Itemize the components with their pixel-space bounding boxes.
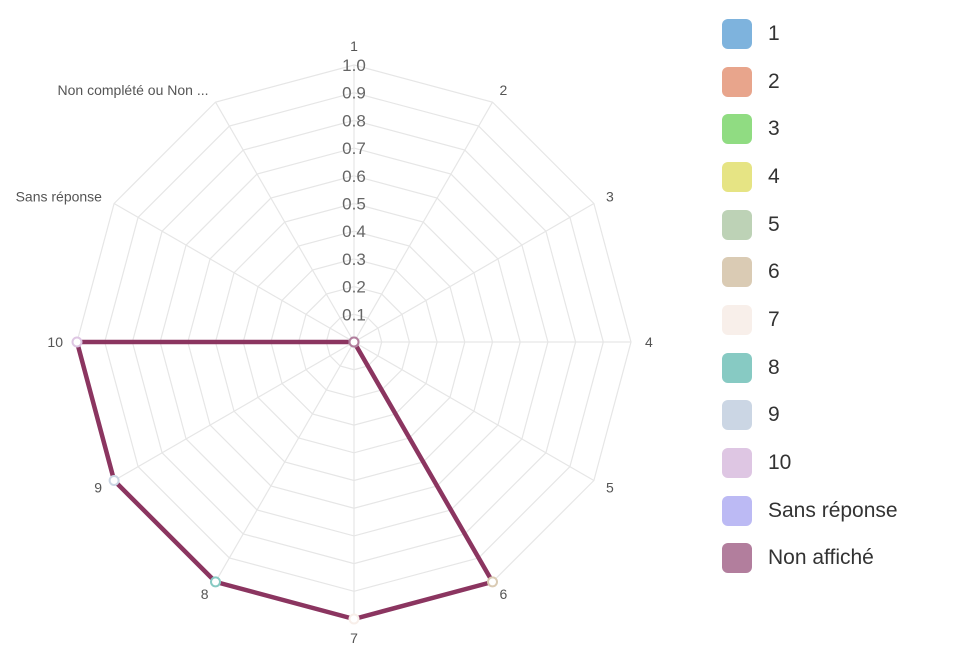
axis-label: 4 <box>645 334 653 350</box>
legend-swatch <box>722 162 752 192</box>
radar-chart: 0.1 0.2 0.3 0.4 0.5 0.6 0.7 0.8 0.9 1.0 1 2 3 4 5 6 7 8 9… <box>0 0 700 656</box>
legend-item[interactable]: 2 <box>722 58 952 106</box>
radial-tick-label: 0.6 <box>342 167 366 186</box>
radial-tick-label: 0.1 <box>342 305 366 324</box>
radial-tick-label: 1.0 <box>342 56 366 75</box>
legend-item[interactable]: 1 <box>722 10 952 58</box>
legend-swatch <box>722 400 752 430</box>
axis-label: 9 <box>94 480 102 496</box>
legend-item[interactable]: 7 <box>722 296 952 344</box>
legend-label: 9 <box>768 403 780 427</box>
radial-tick-label: 0.7 <box>342 139 366 158</box>
axis-label: 8 <box>201 586 209 602</box>
legend-label: 2 <box>768 70 780 94</box>
grid-spoke <box>354 102 493 342</box>
legend-swatch <box>722 496 752 526</box>
legend-swatch <box>722 543 752 573</box>
legend-item[interactable]: 8 <box>722 344 952 392</box>
legend-swatch <box>722 448 752 478</box>
grid-spoke <box>216 342 355 582</box>
axis-label: 2 <box>500 82 508 98</box>
radial-tick-label: 0.2 <box>342 278 366 297</box>
series-layer <box>77 342 493 619</box>
axis-label: Sans réponse <box>16 189 103 205</box>
series-line <box>77 342 493 619</box>
legend-label: 6 <box>768 260 780 284</box>
legend-label: 4 <box>768 165 780 189</box>
axis-label: Non complété ou Non ... <box>58 82 209 98</box>
legend-swatch <box>722 210 752 240</box>
data-point[interactable] <box>488 577 497 586</box>
grid-spoke <box>354 204 594 343</box>
legend-swatch <box>722 114 752 144</box>
legend-item[interactable]: 10 <box>722 439 952 487</box>
radial-tick-label: 0.3 <box>342 250 366 269</box>
data-point[interactable] <box>73 338 82 347</box>
legend-item[interactable]: 4 <box>722 153 952 201</box>
legend-label: 10 <box>768 451 791 475</box>
grid-spoke <box>216 102 355 342</box>
legend-item[interactable]: Sans réponse <box>722 487 952 535</box>
grid-spoke <box>354 342 594 481</box>
legend-label: Non affiché <box>768 546 874 570</box>
legend-item[interactable]: 5 <box>722 201 952 249</box>
legend-swatch <box>722 257 752 287</box>
radial-tick-label: 0.4 <box>342 222 366 241</box>
data-point[interactable] <box>110 476 119 485</box>
radial-tick-label: 0.5 <box>342 195 366 214</box>
data-point[interactable] <box>350 338 359 347</box>
axis-label: 6 <box>500 586 508 602</box>
data-point[interactable] <box>211 577 220 586</box>
legend-label: 5 <box>768 213 780 237</box>
legend-item[interactable]: 9 <box>722 392 952 440</box>
legend-label: 8 <box>768 356 780 380</box>
legend-label: Sans réponse <box>768 499 898 523</box>
legend-swatch <box>722 67 752 97</box>
axis-label: 1 <box>350 38 358 54</box>
axis-label: 7 <box>350 630 358 646</box>
legend-swatch <box>722 305 752 335</box>
legend-item[interactable]: Non affiché <box>722 535 952 583</box>
radial-tick-label: 0.8 <box>342 111 366 130</box>
grid-spoke <box>114 204 354 343</box>
legend-label: 3 <box>768 117 780 141</box>
axis-label: 5 <box>606 480 614 496</box>
grid-spoke <box>114 342 354 481</box>
data-point[interactable] <box>350 615 359 624</box>
legend-item[interactable]: 3 <box>722 105 952 153</box>
legend: 1 2 3 4 5 6 7 8 9 10 Sans réponse Non affiché <box>722 10 952 582</box>
axis-label: 10 <box>47 334 63 350</box>
legend-label: 7 <box>768 308 780 332</box>
legend-label: 1 <box>768 22 780 46</box>
legend-item[interactable]: 6 <box>722 248 952 296</box>
legend-swatch <box>722 19 752 49</box>
axis-label: 3 <box>606 189 614 205</box>
legend-swatch <box>722 353 752 383</box>
radial-tick-label: 0.9 <box>342 84 366 103</box>
